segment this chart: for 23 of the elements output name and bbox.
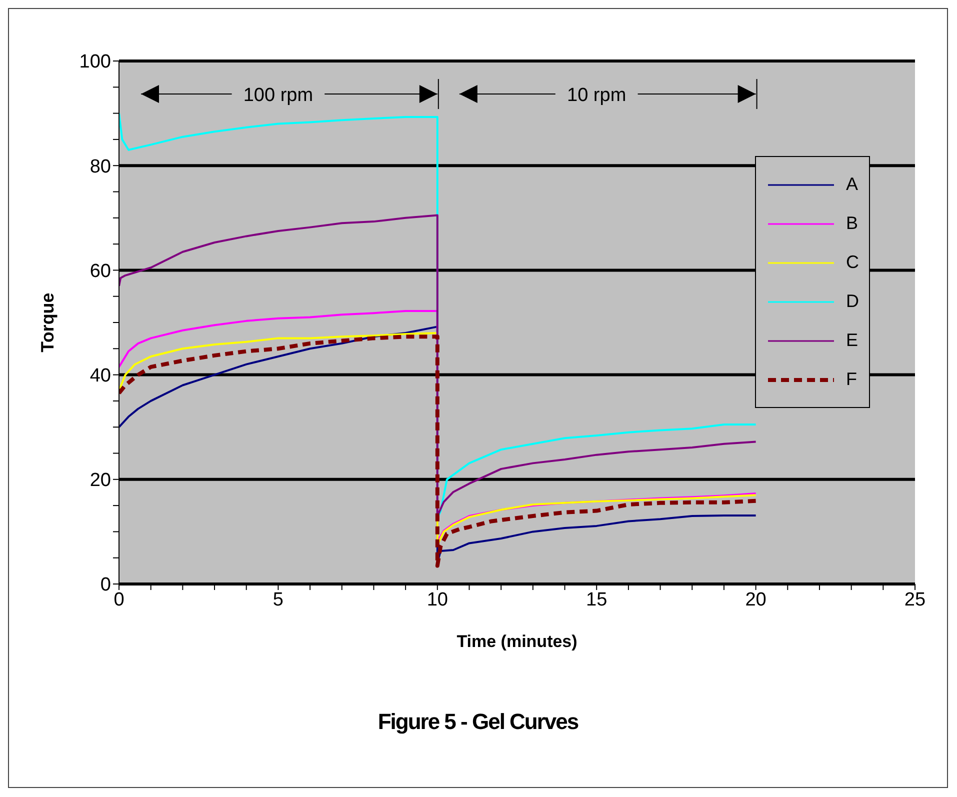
x-tick-label: 0: [114, 589, 124, 610]
legend-label: A: [846, 174, 858, 195]
legend-label: E: [846, 330, 858, 351]
legend-label: B: [846, 213, 858, 234]
x-tick-label: 10: [426, 589, 448, 610]
x-tick-label: 15: [586, 589, 608, 610]
x-axis-title: Time (minutes): [456, 632, 578, 651]
text: Figure 5 - Gel Curves: [376, 709, 580, 735]
y-tick-label: 100: [79, 52, 111, 73]
y-tick-label: 80: [90, 156, 111, 178]
annotation: 10 rpm: [567, 85, 626, 106]
y-tick-label: 0: [100, 574, 111, 596]
x-tick-label: 20: [745, 589, 766, 610]
x-tick-label: 5: [272, 589, 284, 610]
y-tick-label: 20: [90, 470, 111, 492]
x-tick-label: 25: [904, 589, 926, 610]
annotation: 100 rpm: [243, 85, 314, 106]
y-axis-title: Torque: [37, 292, 58, 352]
y-tick-label: 40: [90, 366, 111, 387]
legend-label: C: [846, 252, 859, 273]
legend-label: D: [846, 291, 859, 312]
legend-label: F: [846, 369, 857, 390]
y-tick-label: 60: [90, 260, 111, 282]
